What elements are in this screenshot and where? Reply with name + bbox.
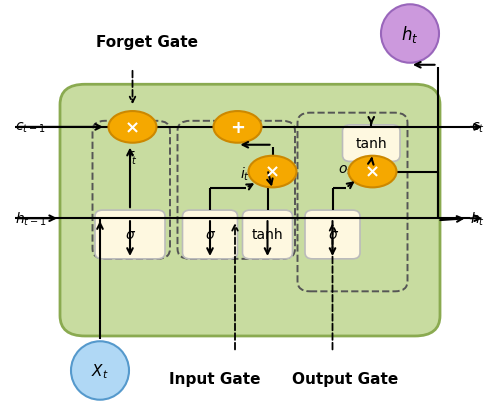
Text: $f_t$: $f_t$	[127, 149, 138, 166]
Text: Input Gate: Input Gate	[169, 371, 261, 386]
Ellipse shape	[381, 5, 439, 64]
Text: σ: σ	[206, 228, 214, 242]
Text: $h_{t-1}$: $h_{t-1}$	[15, 210, 47, 227]
Text: Forget Gate: Forget Gate	[96, 35, 198, 50]
Text: $h_t$: $h_t$	[470, 210, 485, 227]
Text: +: +	[230, 119, 245, 136]
Text: $i_t$: $i_t$	[240, 166, 250, 183]
Text: ×: ×	[365, 163, 380, 181]
Text: σ: σ	[328, 228, 337, 242]
Text: tanh: tanh	[252, 228, 284, 242]
Text: Output Gate: Output Gate	[292, 371, 398, 386]
FancyBboxPatch shape	[60, 85, 440, 336]
FancyBboxPatch shape	[182, 211, 238, 259]
Text: ×: ×	[125, 119, 140, 136]
Text: σ: σ	[126, 228, 134, 242]
Text: $c_{t-1}$: $c_{t-1}$	[15, 120, 46, 135]
Text: $X_t$: $X_t$	[91, 361, 109, 380]
Text: $o_t$: $o_t$	[338, 163, 352, 177]
Ellipse shape	[71, 341, 129, 400]
Text: $h_t$: $h_t$	[402, 24, 418, 45]
Ellipse shape	[214, 112, 262, 143]
FancyBboxPatch shape	[342, 126, 400, 162]
FancyBboxPatch shape	[305, 211, 360, 259]
FancyBboxPatch shape	[242, 211, 292, 259]
Text: $c_t$: $c_t$	[471, 120, 485, 135]
Ellipse shape	[108, 112, 156, 143]
Text: tanh: tanh	[356, 137, 387, 151]
Ellipse shape	[248, 156, 296, 188]
Text: ×: ×	[265, 163, 280, 181]
FancyBboxPatch shape	[95, 211, 165, 259]
Ellipse shape	[348, 156, 397, 188]
